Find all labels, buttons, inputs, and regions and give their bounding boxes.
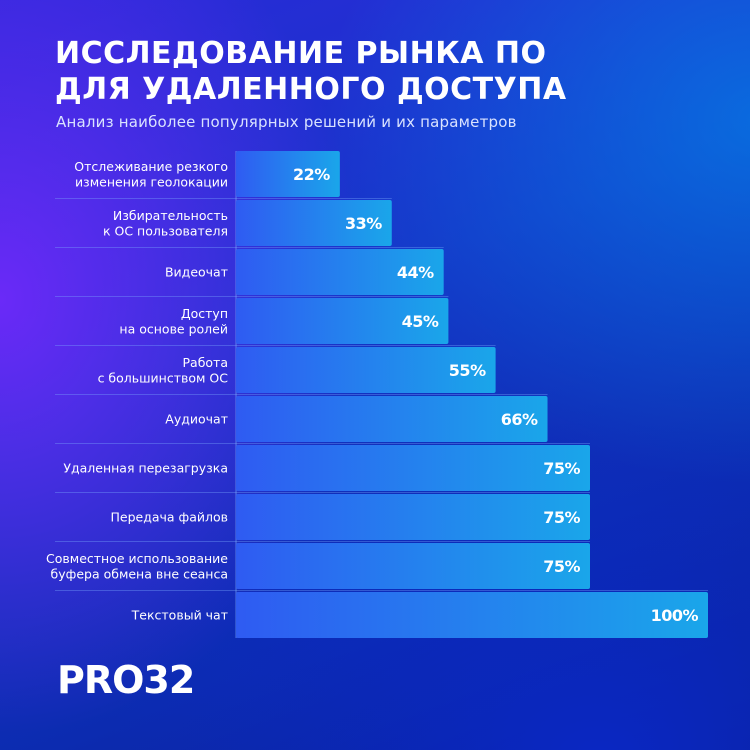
category-label-line: к ОС пользователя bbox=[103, 223, 228, 238]
category-label-line: Работа bbox=[183, 355, 229, 370]
category-label-line: Текстовый чат bbox=[131, 608, 228, 623]
category-label-line: изменения геолокации bbox=[75, 174, 228, 189]
category-label-line: Передача файлов bbox=[110, 510, 228, 525]
bar-3 bbox=[236, 249, 444, 295]
title-line-1: ИССЛЕДОВАНИЕ РЫНКА ПО bbox=[55, 36, 547, 71]
category-label: Избирательность к ОС пользователя bbox=[103, 208, 228, 239]
category-label-line: Отслеживание резкого bbox=[74, 159, 228, 174]
category-label-line: Аудиочат bbox=[165, 412, 228, 427]
page-title: ИССЛЕДОВАНИЕ РЫНКА ПО ДЛЯ УДАЛЕННОГО ДОС… bbox=[55, 36, 715, 108]
bar-value-label: 100% bbox=[651, 606, 699, 625]
title-line-2: ДЛЯ УДАЛЕННОГО ДОСТУПА bbox=[55, 72, 567, 107]
bar-value-label: 33% bbox=[345, 214, 382, 233]
bar-1 bbox=[236, 151, 340, 197]
bar-value-label: 75% bbox=[543, 459, 580, 478]
category-label: Совместное использование буфера обмена вн… bbox=[46, 551, 228, 582]
category-label-line: Удаленная перезагрузка bbox=[63, 461, 228, 476]
bar-4 bbox=[236, 298, 449, 344]
bar-5 bbox=[236, 347, 496, 393]
bar-value-label: 22% bbox=[293, 165, 330, 184]
bar-value-label: 44% bbox=[397, 263, 434, 282]
category-label-line: Доступ bbox=[181, 306, 228, 321]
page-subtitle: Анализ наиболее популярных решений и их … bbox=[56, 113, 517, 131]
bar-value-label: 75% bbox=[543, 557, 580, 576]
category-label: Передача файлов bbox=[110, 510, 228, 525]
category-label: Отслеживание резкого изменения геолокации bbox=[74, 159, 228, 190]
bar-9 bbox=[236, 543, 590, 589]
bar-10 bbox=[236, 592, 708, 638]
bar-2 bbox=[236, 200, 392, 246]
bar-value-label: 45% bbox=[402, 312, 439, 331]
category-label-line: с большинством ОС bbox=[98, 370, 229, 385]
category-label-line: на основе ролей bbox=[119, 321, 228, 336]
bar-value-label: 66% bbox=[501, 410, 538, 429]
category-label-line: буфера обмена вне сеанса bbox=[51, 566, 228, 581]
bar-value-label: 55% bbox=[449, 361, 486, 380]
pro32-logo: PRO32 bbox=[57, 658, 195, 702]
category-label-line: Совместное использование bbox=[46, 551, 228, 566]
category-label: Удаленная перезагрузка bbox=[63, 461, 228, 476]
category-label-line: Избирательность bbox=[113, 208, 228, 223]
bar-8 bbox=[236, 494, 590, 540]
category-label: Аудиочат bbox=[165, 412, 228, 427]
bar-7 bbox=[236, 445, 590, 491]
category-label-line: Видеочат bbox=[165, 265, 228, 280]
bar-value-label: 75% bbox=[543, 508, 580, 527]
category-label: Текстовый чат bbox=[131, 608, 228, 623]
category-label: Работа с большинством ОС bbox=[98, 355, 229, 386]
bar-6 bbox=[236, 396, 548, 442]
category-label: Доступ на основе ролей bbox=[119, 306, 228, 337]
category-label: Видеочат bbox=[165, 265, 228, 280]
